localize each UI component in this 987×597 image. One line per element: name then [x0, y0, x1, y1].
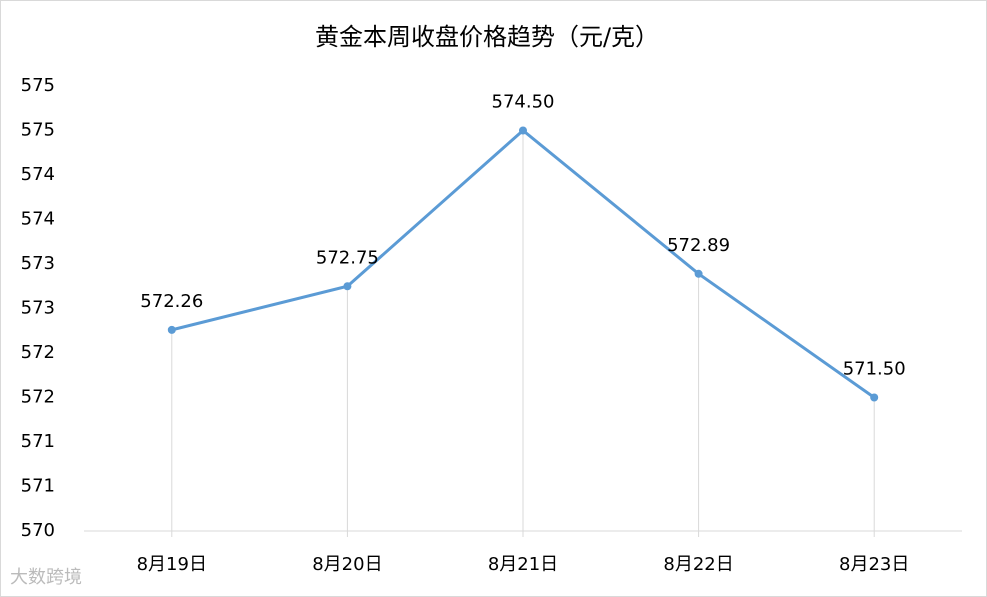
- point: [167, 325, 176, 334]
- x-tick-label: 8月23日: [839, 554, 909, 575]
- y-tick-label: 572: [21, 387, 55, 408]
- y-tick-label: 571: [21, 476, 55, 497]
- y-tick-label: 572: [21, 342, 55, 363]
- y-tick-label: 573: [21, 298, 55, 319]
- x-tick-label: 8月19日: [137, 554, 207, 575]
- y-tick-label: 574: [21, 209, 55, 230]
- y-tick-label: 574: [21, 164, 55, 185]
- point: [694, 269, 703, 278]
- value-label: 572.75: [316, 247, 379, 268]
- value-label: 572.26: [140, 291, 203, 312]
- chart-title: 黄金本周收盘价格趋势（元/克）: [315, 23, 659, 51]
- y-tick-label: 573: [21, 253, 55, 274]
- y-tick-label: 571: [21, 431, 55, 452]
- point: [870, 393, 879, 402]
- value-label: 571.50: [843, 359, 906, 380]
- value-label: 574.50: [492, 92, 555, 113]
- point: [343, 282, 352, 291]
- x-tick-label: 8月20日: [312, 554, 382, 575]
- x-tick-label: 8月22日: [663, 554, 733, 575]
- y-tick-label: 575: [21, 120, 55, 141]
- watermark: 大数跨境: [10, 567, 82, 588]
- x-tick-label: 8月21日: [488, 554, 558, 575]
- value-label: 572.89: [667, 235, 730, 256]
- point: [519, 126, 527, 135]
- y-tick-label: 570: [21, 520, 55, 541]
- y-tick-label: 575: [21, 75, 55, 96]
